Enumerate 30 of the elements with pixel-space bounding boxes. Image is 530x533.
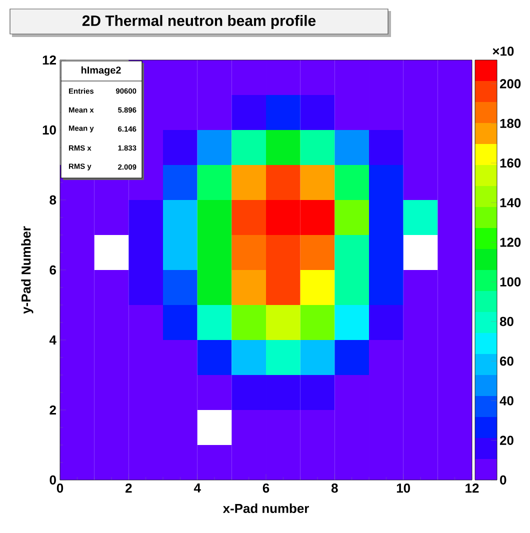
- x-tick-label: 8: [331, 484, 338, 493]
- color-bar-label: 0: [500, 475, 506, 485]
- color-bar-label: 180: [500, 118, 521, 128]
- y-tick-label: 12: [42, 55, 56, 65]
- x-tick-label: 2: [126, 484, 132, 493]
- color-bar-label: 200: [500, 79, 521, 88]
- y-axis-title: y-Pad Number: [21, 226, 34, 314]
- x-tick-label: 10: [396, 484, 410, 493]
- x-tick-label: 6: [262, 484, 270, 493]
- color-bar-label: 100: [500, 277, 521, 286]
- y-tick-label: 8: [50, 195, 56, 205]
- color-bar-label: 120: [500, 238, 521, 247]
- y-tick-label: 4: [49, 336, 56, 344]
- x-tick-label: 0: [56, 484, 64, 493]
- x-tick-label: 4: [194, 484, 201, 492]
- y-tick-label: 6: [50, 265, 56, 275]
- annotation: hImage2: [81, 66, 121, 76]
- text: ×10: [492, 46, 514, 56]
- x-tick-label: 12: [466, 484, 479, 493]
- color-bar-label: 20: [500, 436, 514, 445]
- y-tick-label: 10: [42, 125, 56, 135]
- color-bar-label: 160: [500, 158, 521, 168]
- y-tick-label: 2: [50, 405, 56, 415]
- color-bar-label: 40: [500, 396, 514, 406]
- chart-title: 2D Thermal neutron beam profile: [82, 15, 316, 29]
- y-tick-label: 0: [50, 475, 56, 485]
- color-bar-label: 80: [500, 316, 514, 326]
- color-bar-label: 60: [500, 356, 514, 366]
- x-axis-title: x-Pad number: [222, 504, 309, 514]
- color-bar-label: 140: [500, 198, 521, 208]
